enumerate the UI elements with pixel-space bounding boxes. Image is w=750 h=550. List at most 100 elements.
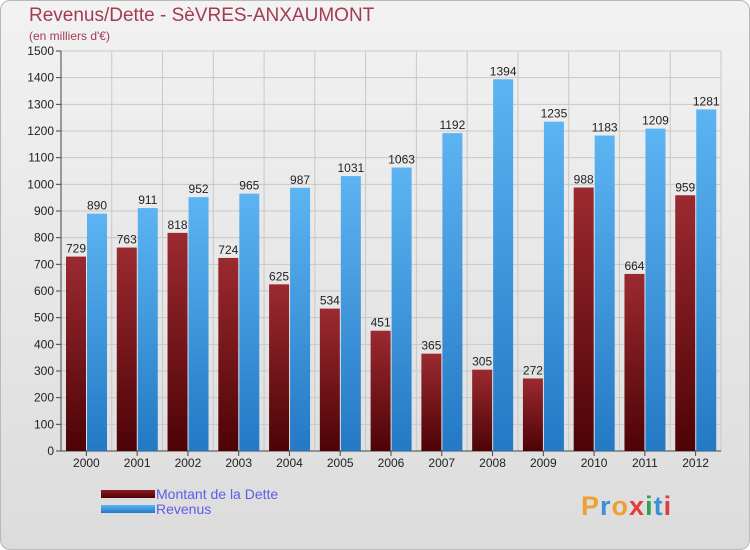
- x-tick-label: 2005: [327, 456, 354, 470]
- data-label: 272: [523, 363, 543, 377]
- chart-title: Revenus/Dette - SèVRES-ANXAUMONT: [29, 5, 375, 26]
- bar-revenus: [696, 109, 717, 452]
- bar-revenus: [493, 79, 514, 452]
- bar-revenus: [340, 176, 361, 452]
- data-label: 987: [290, 173, 310, 187]
- y-tick-label: 900: [34, 204, 54, 218]
- bar-dette: [218, 257, 239, 451]
- data-label: 959: [675, 180, 695, 194]
- logo-letter: r: [600, 491, 612, 521]
- bar-revenus: [543, 121, 564, 452]
- data-label: 818: [168, 218, 188, 232]
- bar-dette: [472, 369, 493, 451]
- bar-revenus: [391, 167, 412, 452]
- bar-dette: [167, 232, 188, 451]
- logo-letter: t: [653, 491, 664, 521]
- data-label: 365: [421, 339, 441, 353]
- bar-dette: [573, 187, 594, 452]
- y-tick-label: 1400: [27, 71, 54, 85]
- data-label: 1394: [490, 64, 517, 78]
- bar-dette: [370, 330, 391, 451]
- bar-dette: [116, 247, 137, 451]
- x-tick-label: 2011: [632, 456, 658, 470]
- x-tick-label: 2008: [479, 456, 506, 470]
- y-tick-label: 1300: [27, 97, 54, 111]
- data-label: 988: [574, 173, 594, 187]
- y-tick-label: 700: [34, 257, 54, 271]
- bars: [66, 79, 717, 452]
- y-tick-label: 1500: [27, 44, 54, 58]
- y-tick-label: 1000: [27, 177, 54, 191]
- legend-swatch-dette: [101, 490, 155, 498]
- data-label: 1235: [541, 107, 568, 121]
- bar-dette: [522, 378, 543, 451]
- data-label: 1031: [337, 161, 364, 175]
- bar-dette: [66, 256, 86, 451]
- x-tick-label: 2006: [378, 456, 405, 470]
- x-tick-label: 2012: [682, 456, 709, 470]
- data-label: 763: [117, 233, 137, 247]
- y-tick-label: 1100: [28, 151, 54, 165]
- data-label: 305: [472, 355, 492, 369]
- data-label: 451: [371, 316, 391, 330]
- y-tick-label: 400: [34, 337, 54, 351]
- logo-letter: o: [611, 491, 630, 521]
- bar-dette: [421, 353, 442, 451]
- chart-subtitle: (en milliers d'€): [29, 29, 110, 43]
- x-tick-label: 2004: [276, 456, 303, 470]
- bar-revenus: [442, 133, 463, 451]
- legend-label-revenus: Revenus: [156, 501, 212, 517]
- y-tick-label: 0: [47, 444, 54, 458]
- x-tick-label: 2010: [581, 456, 608, 470]
- data-label: 625: [269, 269, 289, 283]
- data-label: 1281: [693, 94, 720, 108]
- bar-revenus: [188, 197, 209, 451]
- x-tick-label: 2002: [175, 456, 202, 470]
- labels: 0 100 200 300 400 500 600 700 800 900 1000 1100 1200…: [27, 44, 720, 470]
- y-tick-label: 600: [34, 284, 54, 298]
- data-label: 724: [218, 243, 238, 257]
- x-tick-label: 2000: [73, 456, 100, 470]
- logo-letter: P: [581, 491, 601, 521]
- y-tick-label: 500: [34, 311, 54, 325]
- bar-dette: [675, 195, 696, 451]
- logo-letter: i: [663, 491, 673, 521]
- data-label: 890: [87, 199, 107, 213]
- bar-dette: [269, 284, 290, 451]
- logo-letter: i: [645, 491, 654, 521]
- data-label: 1063: [388, 153, 415, 167]
- bar-revenus: [87, 213, 107, 451]
- data-label: 664: [624, 259, 644, 273]
- x-tick-label: 2001: [124, 456, 151, 470]
- bar-revenus: [290, 187, 311, 452]
- data-label: 952: [189, 182, 209, 196]
- data-label: 534: [320, 294, 340, 308]
- proxiti-logo: Proxiti: [581, 491, 672, 522]
- legend-swatch-revenus: [101, 505, 155, 513]
- data-label: 1209: [642, 114, 669, 128]
- bar-revenus: [594, 135, 615, 452]
- bar-dette: [319, 308, 340, 451]
- grid-lines: [60, 50, 722, 452]
- data-label: 729: [66, 242, 86, 256]
- bar-revenus: [137, 208, 158, 451]
- y-tick-label: 800: [34, 231, 54, 245]
- x-tick-label: 2003: [225, 456, 252, 470]
- data-label: 911: [138, 193, 157, 207]
- data-label: 1192: [439, 118, 465, 132]
- bar-revenus: [239, 193, 260, 451]
- data-label: 965: [239, 179, 259, 193]
- bar-dette: [624, 273, 645, 451]
- y-tick-label: 200: [34, 391, 54, 405]
- y-tick-label: 1200: [27, 124, 54, 138]
- x-tick-label: 2009: [530, 456, 557, 470]
- y-tick-label: 100: [34, 417, 54, 431]
- bar-revenus: [645, 128, 666, 451]
- logo-letter: x: [629, 491, 646, 521]
- y-tick-label: 300: [34, 364, 54, 378]
- legend-label-dette: Montant de la Dette: [156, 486, 279, 502]
- data-label: 1183: [592, 121, 618, 135]
- x-tick-label: 2007: [428, 456, 455, 470]
